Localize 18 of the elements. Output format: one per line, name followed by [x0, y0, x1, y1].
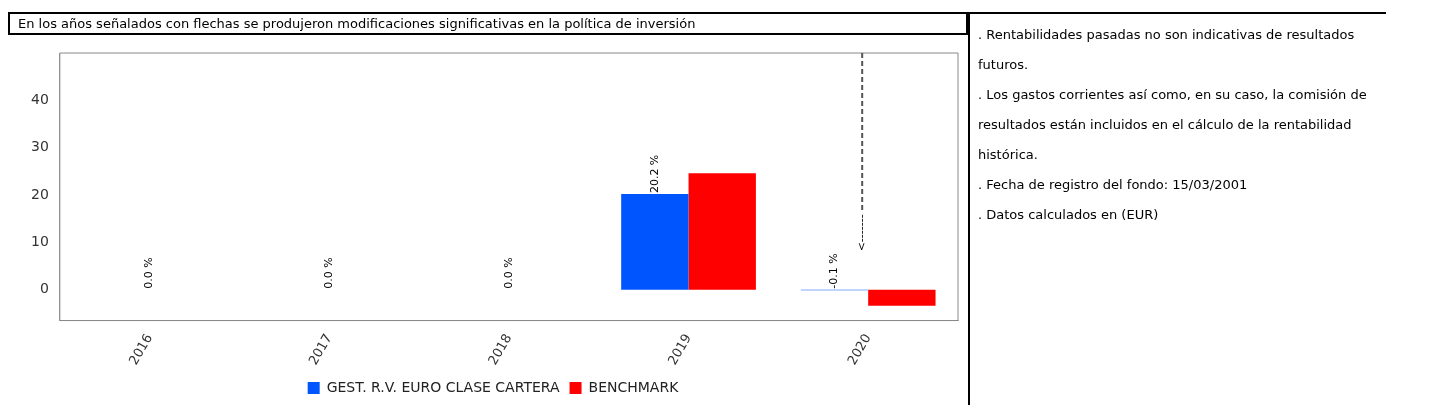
- annotation: 0.0 %: [501, 257, 515, 289]
- legend-label: GEST. R.V. EURO CLASE CARTERA: [326, 378, 560, 395]
- y-tick-label: 10: [30, 233, 49, 250]
- y-tick-label: 0: [39, 280, 49, 297]
- y-tick-label: 30: [30, 138, 49, 155]
- chart-title: En los años señalados con flechas se produjeron modificaciones significativas en la política de inversión: [8, 12, 968, 35]
- text: . Los gastos corrientes así como, en su caso, la comisión de resultados están incluidos en el cálculo de la rentabilidad histórica.: [978, 86, 1368, 164]
- legend-label: BENCHMARK: [588, 378, 680, 395]
- text: . Datos calculados en (EUR): [978, 206, 1160, 224]
- data-label: -0.1 %: [827, 253, 841, 289]
- ref-line-label: <-------: [855, 214, 869, 252]
- data-label: 20.2 %: [647, 154, 661, 194]
- y-tick-label: 40: [30, 90, 49, 107]
- annotation: 0.0 %: [142, 257, 156, 289]
- y-tick-label: 20: [30, 185, 49, 202]
- text: . Fecha de registro del fondo: 15/03/2001: [978, 176, 1249, 194]
- annotation: 0.0 %: [322, 257, 336, 289]
- text: . Rentabilidades pasadas no son indicativas de resultados futuros.: [978, 26, 1356, 74]
